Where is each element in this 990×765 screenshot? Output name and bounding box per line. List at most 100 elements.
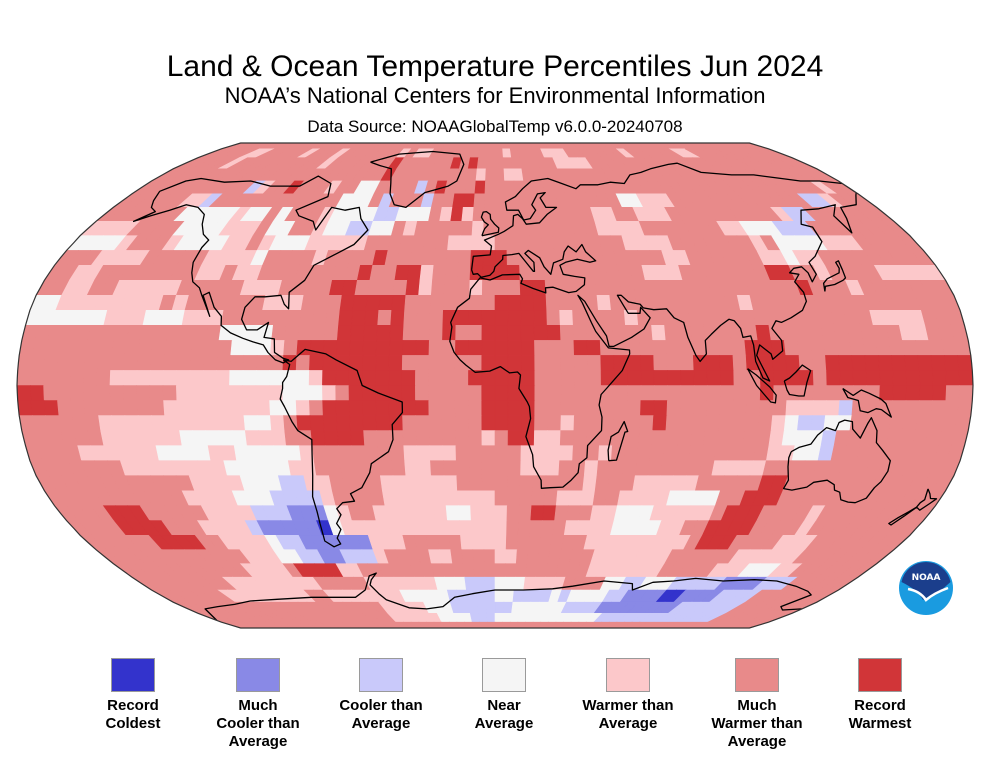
- grid-cell: [569, 279, 585, 296]
- grid-cell: [468, 430, 483, 446]
- grid-cell: [826, 385, 841, 401]
- grid-cell: [454, 385, 469, 401]
- grid-cell: [83, 400, 99, 416]
- grid-cell: [58, 415, 75, 431]
- grid-cell: [865, 370, 881, 386]
- grid-cell: [494, 505, 508, 521]
- grid-cell: [402, 430, 418, 446]
- grid-cell: [456, 621, 468, 628]
- legend-label: Much Cooler than Average: [193, 697, 323, 751]
- grid-cell: [664, 621, 686, 628]
- grid-cell: [388, 340, 404, 356]
- grid-cell: [338, 445, 354, 461]
- grid-cell: [407, 264, 422, 281]
- grid-cell: [387, 621, 404, 628]
- coastline-antarctica: [204, 572, 812, 621]
- grid-cell: [189, 370, 204, 386]
- grid-cell: [918, 370, 934, 386]
- grid-cell: [600, 621, 618, 628]
- grid-cell: [322, 400, 337, 416]
- grid-cell: [312, 445, 328, 461]
- grid-cell: [283, 340, 299, 356]
- grid-cell: [363, 325, 378, 341]
- grid-cell: [189, 385, 204, 401]
- grid-cell: [96, 385, 111, 401]
- grid-cell: [693, 370, 708, 386]
- grid-cell: [494, 445, 509, 461]
- legend-label-line: Average: [474, 715, 534, 732]
- grid-cell: [506, 250, 520, 266]
- grid-cell: [308, 370, 323, 386]
- grid-cell: [930, 400, 947, 416]
- grid-cell: [402, 415, 417, 431]
- grid-cell: [716, 430, 732, 446]
- legend-label-line: Record: [107, 697, 159, 714]
- grid-cell: [587, 355, 602, 371]
- grid-cell: [554, 250, 569, 266]
- grid-cell: [457, 250, 472, 266]
- grid-cell: [445, 505, 460, 521]
- grid-cell: [444, 264, 459, 281]
- grid-cell: [335, 385, 350, 401]
- grid-cell: [335, 621, 354, 628]
- grid-cell: [733, 385, 748, 401]
- grid-cell: [469, 612, 481, 623]
- grid-cell: [401, 370, 416, 386]
- grid-cell: [564, 621, 580, 628]
- grid-cell: [568, 490, 583, 507]
- grid-cell: [192, 325, 209, 341]
- grid-cell: [471, 143, 482, 150]
- grid-cell: [418, 621, 433, 628]
- grid-cell: [17, 385, 32, 401]
- grid-cell: [904, 400, 920, 416]
- grid-cell: [336, 325, 352, 341]
- grid-cell: [450, 549, 464, 564]
- grid-cell: [285, 445, 302, 461]
- grid-cell: [388, 415, 404, 431]
- grid-cell: [569, 475, 585, 492]
- grid-cell: [542, 505, 557, 521]
- grid-cell: [402, 340, 417, 356]
- grid-cell: [494, 576, 506, 591]
- grid-cell: [568, 264, 583, 281]
- grid-cell: [849, 340, 866, 356]
- grid-cell: [529, 235, 543, 251]
- grid-cell: [231, 430, 248, 446]
- grid-cell: [259, 621, 284, 628]
- grid-cell: [652, 415, 668, 431]
- grid-cell: [555, 490, 571, 507]
- grid-cell: [29, 370, 45, 386]
- grid-cell: [163, 355, 179, 371]
- legend-swatch: [111, 658, 155, 692]
- legend-label-line: Cooler than: [216, 715, 300, 732]
- grid-cell: [514, 563, 528, 578]
- grid-cell: [447, 520, 461, 536]
- grid-cell: [375, 370, 390, 386]
- grid-cell: [506, 505, 520, 521]
- grid-cell: [435, 235, 450, 251]
- grid-cell: [17, 355, 33, 371]
- legend-label: Warmer than Average: [563, 697, 693, 733]
- grid-cell: [688, 310, 705, 326]
- grid-cell: [600, 355, 615, 371]
- grid-cell: [402, 325, 418, 341]
- grid-cell: [520, 325, 535, 341]
- grid-cell: [944, 355, 960, 371]
- grid-cell: [905, 385, 921, 401]
- grid-cell: [376, 430, 391, 446]
- grid-cell: [350, 430, 365, 446]
- coastline-japan: [822, 260, 847, 292]
- grid-cell: [503, 168, 515, 182]
- grid-cell: [877, 355, 894, 371]
- grid-cell: [435, 520, 450, 536]
- grid-cell: [299, 310, 315, 326]
- grid-cell: [852, 370, 868, 386]
- grid-cell: [546, 430, 562, 446]
- grid-cell: [272, 310, 289, 326]
- grid-cell: [123, 400, 139, 416]
- grid-cell: [650, 621, 670, 628]
- grid-cell: [889, 415, 906, 431]
- grid-cell: [123, 355, 139, 371]
- grid-cell: [258, 430, 274, 446]
- grid-cell: [536, 621, 549, 628]
